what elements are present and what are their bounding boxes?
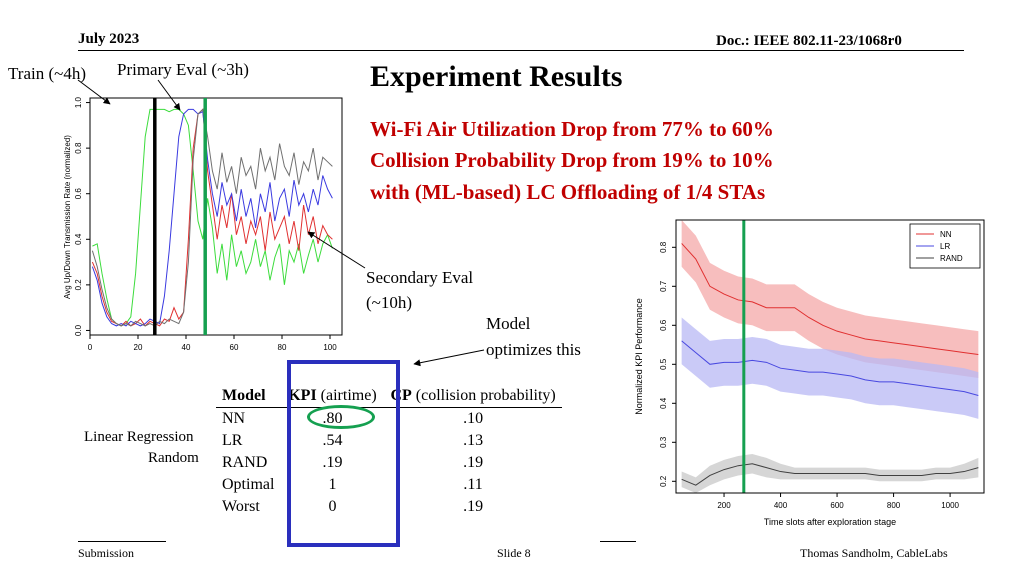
- y-tick-label: 0.7: [659, 280, 668, 292]
- y-tick-label: 0.3: [659, 436, 668, 448]
- x-tick-label: 60: [230, 343, 239, 352]
- footer-author: Thomas Sandholm, CableLabs: [800, 546, 948, 560]
- y-axis-label: Normalized KPI Performance: [634, 298, 644, 415]
- row-cp: .19: [463, 498, 484, 515]
- highlight-line-2: Collision Probability Drop from 19% to 1…: [370, 148, 774, 172]
- col-kpi: KPI (airtime): [280, 385, 385, 408]
- y-tick-label: 0.4: [74, 233, 83, 245]
- row-model: RAND: [222, 454, 268, 471]
- row-cp: .19: [463, 454, 484, 471]
- series-line-3: [91, 108, 333, 327]
- x-tick-label: 100: [323, 343, 337, 352]
- primary-eval-arrow: [157, 79, 181, 111]
- x-tick-label: 800: [887, 501, 901, 510]
- x-tick-label: 40: [182, 343, 191, 352]
- header-date: July 2023: [78, 31, 140, 47]
- y-tick-label: 1.0: [74, 96, 83, 108]
- x-tick-label: 1000: [941, 501, 959, 510]
- y-tick-label: 0.6: [74, 188, 83, 200]
- secondary-eval-duration: (~10h): [366, 293, 413, 312]
- primary-eval-annotation: Primary Eval (~3h): [117, 60, 249, 79]
- table-header-row: Model KPI (airtime) CP (collision probab…: [216, 385, 562, 408]
- legend-label-lr: LR: [940, 242, 950, 251]
- table-row: RAND .19 .19: [216, 452, 562, 474]
- train-arrow: [77, 79, 111, 105]
- x-tick-label: 400: [774, 501, 788, 510]
- y-tick-label: 0.0: [74, 324, 83, 336]
- row-kpi: 1: [328, 476, 337, 493]
- table-row: Optimal 1 .11: [216, 474, 562, 496]
- y-axis-label: Avg Up/Down Transmission Rate (normalize…: [63, 135, 72, 299]
- col-cp: CP (collision probability): [384, 385, 562, 408]
- x-tick-label: 0: [88, 343, 93, 352]
- results-table: Model KPI (airtime) CP (collision probab…: [216, 385, 562, 518]
- series-line-1: [91, 108, 333, 327]
- kpi-highlight-box: [287, 360, 400, 547]
- header-doc-id: Doc.: IEEE 802.11-23/1068r0: [716, 33, 902, 49]
- y-tick-label: 0.2: [659, 475, 668, 487]
- x-tick-label: 200: [717, 501, 731, 510]
- footer-slide-number: Slide 8: [497, 546, 531, 560]
- table-row: LR .54 .13: [216, 430, 562, 452]
- x-tick-label: 20: [134, 343, 143, 352]
- random-label: Random: [148, 450, 199, 466]
- row-model: Worst: [222, 498, 260, 515]
- y-tick-label: 0.2: [74, 279, 83, 291]
- plot-frame: [675, 219, 985, 494]
- x-tick-label: 80: [278, 343, 287, 352]
- secondary-eval-annotation: Secondary Eval: [366, 268, 474, 287]
- y-tick-label: 0.4: [659, 397, 668, 409]
- row-kpi: .19: [322, 454, 343, 471]
- row-cp: .11: [463, 476, 483, 493]
- train-annotation: Train (~4h): [8, 64, 86, 83]
- series-line-rand: [681, 463, 979, 486]
- secondary-eval-arrow: [307, 231, 366, 269]
- y-tick-label: 0.6: [659, 319, 668, 331]
- legend-label-nn: NN: [940, 230, 952, 239]
- kpi-performance-chart: 200 400 600 800 1000 0.2 0.3 0.4 0.5 0.6 0.7 0.8 Tim…: [634, 219, 985, 527]
- row-cp: .10: [463, 410, 484, 427]
- x-tick-label: 600: [830, 501, 844, 510]
- col-model: Model: [216, 385, 281, 408]
- confidence-band-lr: [681, 317, 979, 419]
- series-line-2: [91, 108, 333, 327]
- highlight-line-1: Wi-Fi Air Utilization Drop from 77% to 6…: [370, 117, 774, 141]
- row-cp: .13: [463, 432, 484, 449]
- table-row: Worst 0 .19: [216, 496, 562, 518]
- y-tick-label: 0.5: [659, 358, 668, 370]
- row-model: LR: [222, 432, 243, 449]
- model-optimizes-annotation: optimizes this: [486, 340, 581, 359]
- model-arrow: [413, 349, 485, 367]
- legend-label-rand: RAND: [940, 254, 963, 263]
- footer-submission: Submission: [78, 546, 135, 560]
- y-tick-label: 0.8: [659, 241, 668, 253]
- row-kpi: .54: [322, 432, 343, 449]
- series-line-nn: [681, 243, 979, 356]
- row-model: Optimal: [222, 476, 275, 493]
- linear-regression-label: Linear Regression: [84, 429, 194, 445]
- series-line-lr: [681, 340, 979, 396]
- header-rule: [78, 50, 964, 51]
- transmission-rate-chart: 0 20 40 60 80 100 0.0 0.2 0.4 0.6 0.8 1.0 Avg Up/Dow…: [63, 96, 343, 352]
- plot-frame: [89, 97, 343, 336]
- y-tick-label: 0.8: [74, 142, 83, 154]
- series-line-0: [92, 108, 333, 327]
- confidence-band-nn: [681, 220, 979, 378]
- row-kpi: 0: [328, 498, 337, 515]
- footer-rule-right: [600, 541, 636, 542]
- slide-title: Experiment Results: [370, 60, 623, 93]
- model-annotation: Model: [486, 314, 531, 333]
- highlight-line-3: with (ML-based) LC Offloading of 1/4 STA…: [370, 180, 766, 204]
- nn-kpi-highlight-ellipse: [307, 405, 375, 429]
- row-model: NN: [222, 410, 246, 427]
- footer-rule-left: [78, 541, 166, 542]
- x-axis-label: Time slots after exploration stage: [764, 517, 896, 527]
